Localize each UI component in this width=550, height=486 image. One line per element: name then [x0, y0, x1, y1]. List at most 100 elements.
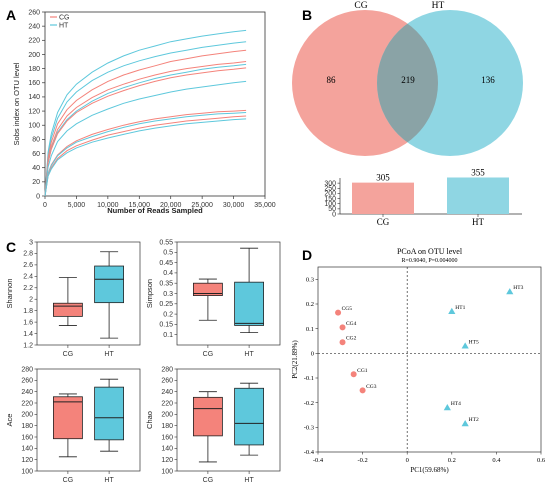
- x-tick-label: 0: [43, 202, 47, 209]
- y-tick-label: 60: [32, 151, 40, 158]
- series-line-ht: [44, 41, 247, 197]
- y-tick-label: 100: [161, 468, 173, 475]
- series-line-ht: [44, 29, 247, 197]
- point-cg4: [339, 324, 346, 331]
- panel-label-d: D: [302, 247, 312, 263]
- y-axis-label: PC2(21.89%): [291, 340, 299, 379]
- y-tick-label: 140: [21, 446, 33, 453]
- plot-frame: [317, 266, 542, 453]
- x-tick-label: CG: [63, 477, 74, 484]
- venn-count-shared: 219: [401, 75, 415, 85]
- plot-frame: [44, 11, 266, 197]
- y-tick-label: 2: [29, 297, 33, 304]
- y-tick-label: 40: [32, 165, 40, 172]
- y-tick-label: 0.45: [159, 260, 173, 267]
- plot-frame: [36, 368, 141, 472]
- y-tick-label: 1.8: [23, 308, 33, 315]
- venn-count-cg-only: 86: [327, 75, 337, 85]
- box-ht: [234, 281, 265, 326]
- boxplot-shannon: 1.2 1.4 1.6 1.8 2 2.2 2.4 2.6 2.8 3 Shannon CG HT: [5, 239, 141, 358]
- y-tick-label: 0.3: [163, 291, 173, 298]
- x-tick-label: 0: [406, 457, 409, 464]
- y-axis-label: Ace: [5, 414, 14, 427]
- box-cg: [53, 302, 83, 317]
- y-tick-label: 2.8: [23, 251, 33, 258]
- y-tick-label: 140: [161, 446, 173, 453]
- y-tick-label: -0.3: [304, 425, 314, 432]
- y-tick-label: 0: [311, 351, 314, 358]
- x-tick-label: -0.2: [357, 457, 367, 464]
- y-tick-label: 2.4: [23, 274, 33, 281]
- y-tick-label: 0.15: [159, 322, 173, 329]
- venn-overlap: [377, 10, 438, 156]
- y-axis-label: Simpson: [145, 279, 154, 308]
- x-tick-label: 20,000: [160, 202, 182, 209]
- point-cg3: [359, 387, 366, 394]
- pcoa-scatter-chart: PCoA on OTU level R=0.9040, P=0.004000 -0.…: [291, 247, 546, 474]
- series-line-cg: [44, 67, 247, 197]
- x-tick-label: 5,000: [68, 202, 86, 209]
- y-tick-label: 200: [21, 412, 33, 419]
- point-label: CG1: [357, 368, 368, 374]
- box-cg: [192, 396, 223, 437]
- venn-set-label-cg: CG: [354, 1, 367, 11]
- y-tick-label: 160: [28, 80, 40, 87]
- y-tick-label: 0.2: [306, 301, 314, 308]
- series-line-cg: [44, 61, 247, 197]
- y-tick-label: 1.6: [23, 319, 33, 326]
- panel-label-a: A: [6, 7, 16, 23]
- x-axis-label: Number of Reads Sampled: [107, 206, 203, 215]
- y-tick-label: 0.1: [306, 326, 314, 333]
- x-tick-label: HT: [104, 351, 114, 358]
- x-axis-label: PC1(59.68%): [410, 466, 449, 474]
- x-tick-label: 30,000: [223, 202, 245, 209]
- point-cg5: [335, 309, 342, 316]
- x-tick-label: 25,000: [191, 202, 213, 209]
- y-axis-label: Shannon: [5, 278, 14, 308]
- x-tick-label: 0.2: [448, 457, 456, 464]
- point-label: HT4: [451, 401, 461, 407]
- y-tick-label: -0.2: [304, 400, 314, 407]
- y-tick-label: 260: [161, 378, 173, 385]
- y-tick-label: 100: [28, 123, 40, 130]
- x-tick-label: 0.4: [492, 457, 501, 464]
- panel-label-b: B: [302, 7, 312, 23]
- point-label: HT1: [455, 305, 465, 311]
- y-tick-label: 0: [332, 211, 336, 218]
- box-ht: [94, 265, 124, 304]
- bar-cg: [352, 182, 414, 214]
- y-tick-label: 0.1: [163, 332, 173, 339]
- plot-frame: [176, 241, 281, 346]
- x-tick-label: CG: [203, 351, 214, 358]
- y-tick-label: 220: [21, 400, 33, 407]
- y-tick-label: 50: [328, 206, 336, 213]
- point-ht1: [448, 307, 456, 314]
- y-tick-label: 220: [161, 400, 173, 407]
- y-tick-label: 0.3: [306, 277, 314, 284]
- y-tick-label: 200: [161, 412, 173, 419]
- y-tick-label: -0.4: [304, 449, 315, 456]
- y-tick-label: 1.4: [23, 331, 33, 338]
- legend-label-ht: HT: [59, 23, 69, 30]
- point-label: HT5: [469, 339, 479, 345]
- y-tick-label: 160: [161, 434, 173, 441]
- x-tick-label: HT: [244, 351, 254, 358]
- y-tick-label: 280: [21, 366, 33, 373]
- legend-label-cg: CG: [59, 15, 70, 22]
- x-tick-label: CG: [377, 217, 390, 227]
- box-ht: [94, 386, 124, 441]
- box-cg: [192, 282, 223, 296]
- x-tick-label: 10,000: [97, 202, 119, 209]
- y-tick-label: -0.1: [304, 375, 314, 382]
- y-tick-label: 2.6: [23, 262, 33, 269]
- plot-frame: [36, 241, 141, 346]
- y-axis-label: Sobs index on OTU level: [12, 62, 21, 145]
- bar-value-label: 305: [376, 173, 390, 183]
- point-label: CG4: [346, 321, 357, 327]
- series-line-ht: [44, 118, 247, 197]
- point-label: HT3: [513, 285, 523, 291]
- y-tick-label: 180: [28, 66, 40, 73]
- y-tick-label: 280: [161, 366, 173, 373]
